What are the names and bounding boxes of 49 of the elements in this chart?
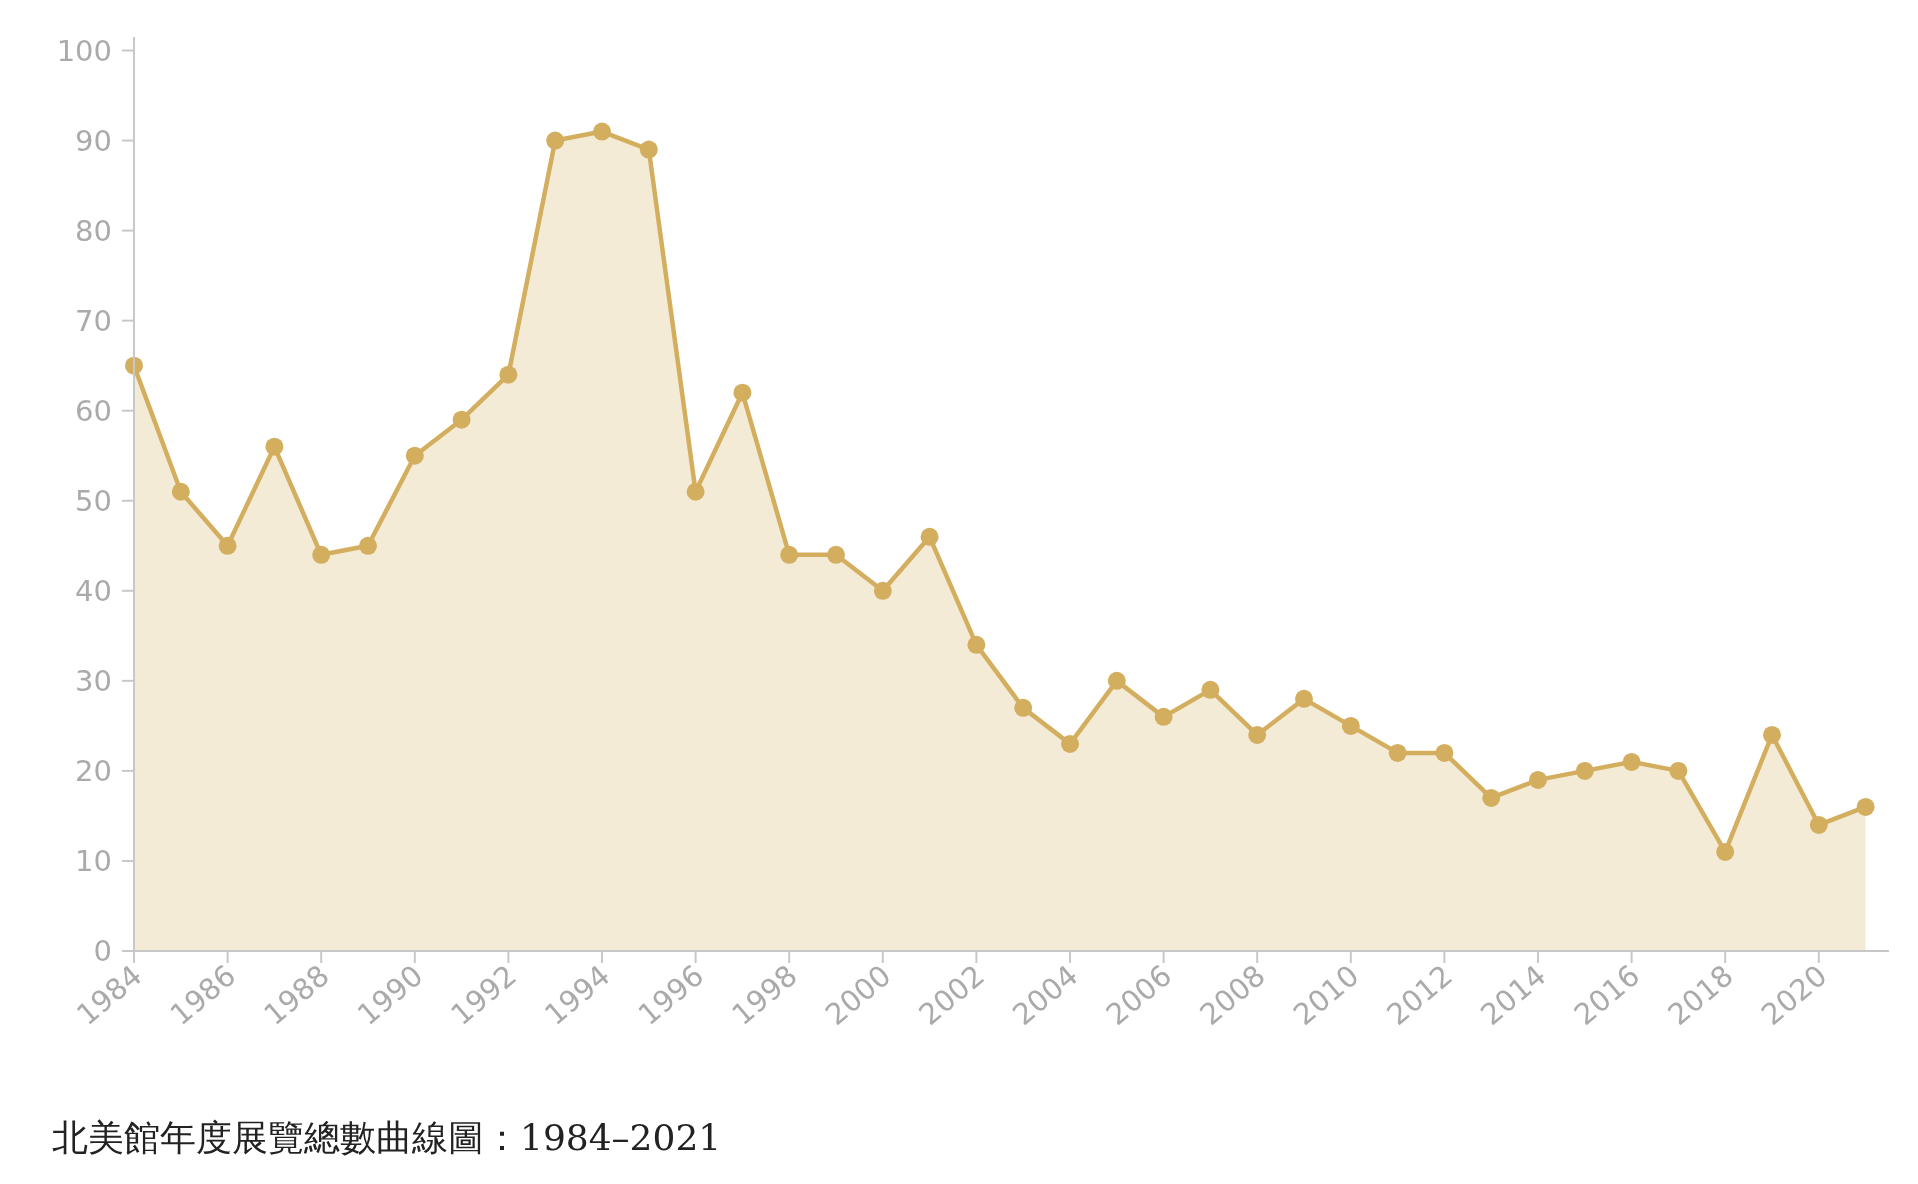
point <box>1388 743 1407 762</box>
point <box>1856 797 1875 816</box>
point <box>171 482 190 501</box>
point <box>1482 788 1501 807</box>
point <box>1154 707 1173 726</box>
point <box>873 581 892 600</box>
point <box>1061 734 1079 753</box>
point <box>499 365 518 384</box>
y-tick-label: 0 <box>93 934 112 968</box>
point <box>780 545 799 564</box>
y-tick-label: 60 <box>75 393 112 428</box>
point <box>920 527 939 546</box>
point <box>1435 743 1454 762</box>
y-tick-label: 80 <box>75 213 112 248</box>
point <box>1341 716 1360 735</box>
point <box>265 437 284 456</box>
point <box>1014 698 1033 717</box>
point <box>405 446 424 465</box>
point <box>733 383 752 402</box>
point <box>827 545 845 564</box>
point <box>1669 761 1688 780</box>
point <box>1201 680 1220 699</box>
y-tick-label: 30 <box>75 663 112 698</box>
point <box>1529 770 1547 789</box>
point <box>1716 842 1735 861</box>
point <box>1295 689 1313 708</box>
point <box>593 122 611 141</box>
point <box>218 536 237 555</box>
point <box>312 545 331 564</box>
y-tick-label: 20 <box>75 753 112 788</box>
point <box>639 140 658 159</box>
text: 北美館年度展覽總數曲線圖：1984–2021 <box>52 1117 722 1158</box>
y-tick-label: 10 <box>75 843 112 878</box>
y-tick-label: 70 <box>75 303 112 338</box>
y-tick-label: 100 <box>56 33 112 68</box>
point <box>1809 815 1828 834</box>
point <box>452 410 471 429</box>
y-tick-label: 90 <box>75 123 112 158</box>
point <box>1622 752 1641 771</box>
point <box>359 536 377 555</box>
point <box>686 482 705 501</box>
y-tick-label: 40 <box>75 573 112 608</box>
point <box>1763 725 1781 744</box>
point <box>1107 671 1126 690</box>
point <box>1248 725 1267 744</box>
point <box>967 635 986 654</box>
point <box>1575 761 1594 780</box>
point <box>546 131 565 150</box>
y-tick-label: 50 <box>75 483 112 518</box>
